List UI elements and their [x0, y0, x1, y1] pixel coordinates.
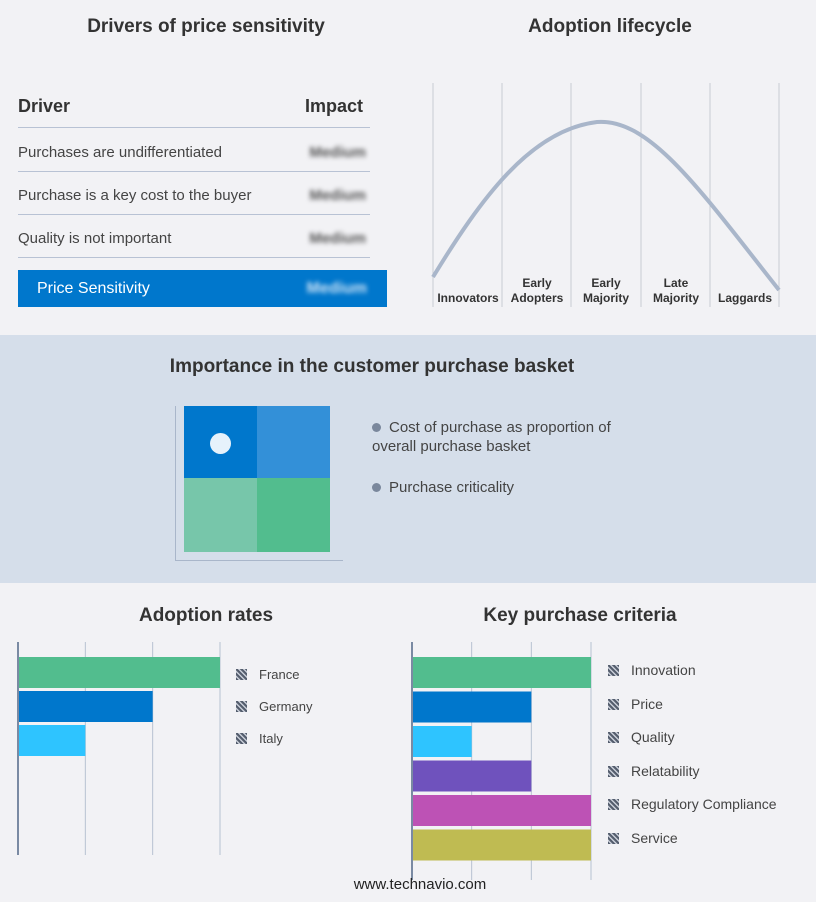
basket-title: Importance in the customer purchase bask…: [169, 356, 575, 377]
legend-swatch-icon: [608, 698, 619, 710]
legend-item: Price: [608, 696, 663, 712]
legend-swatch-icon: [608, 765, 619, 777]
lifecycle-stage: Late Majority: [652, 276, 699, 305]
legend-item: Service: [608, 830, 678, 846]
quadrant-top-right: [257, 406, 330, 478]
legend-swatch-icon: [608, 799, 619, 810]
impact-value: Medium: [309, 187, 366, 204]
legend-swatch-icon: [236, 733, 247, 744]
lifecycle-title: Adoption lifecycle: [528, 16, 692, 37]
bar-innovation: [412, 657, 591, 688]
legend-item: France: [236, 667, 299, 682]
quadrant-bottom-left: [184, 478, 257, 552]
position-marker: [210, 433, 231, 454]
summary-label: Price Sensitivity: [37, 280, 150, 297]
legend-swatch-icon: [236, 669, 247, 680]
driver-row: Purchase is a key cost to the buyer Mediu…: [18, 172, 370, 215]
bullet-icon: [372, 483, 381, 492]
legend-swatch-icon: [608, 665, 619, 676]
lifecycle-stage: Early Majority: [582, 276, 629, 305]
legend-swatch-icon: [608, 732, 619, 743]
lifecycle-chart: [431, 83, 781, 307]
driver-header: Driver: [18, 96, 71, 116]
basket-legend-cost: Cost of purchase as proportion of overal…: [372, 419, 611, 455]
legend-item: Innovation: [608, 662, 696, 678]
bar-charts: [17, 642, 592, 880]
kpc-title: Key purchase criteria: [483, 605, 677, 626]
driver-label: Quality is not important: [18, 230, 172, 247]
quadrant-bottom-right: [257, 478, 330, 552]
bullet-icon: [372, 423, 381, 432]
impact-header: Impact: [305, 96, 364, 116]
price-sensitivity-summary: Price Sensitivity Medium: [18, 270, 387, 307]
lifecycle-stage: Innovators: [437, 291, 499, 305]
basket-section: [0, 335, 816, 583]
adoption-rates-title: Adoption rates: [138, 605, 274, 626]
adoption-curve: [431, 119, 781, 292]
legend-item: Italy: [236, 731, 283, 746]
bar-germany: [18, 691, 153, 722]
summary-impact: Medium: [306, 280, 367, 297]
basket-legend-criticality: Purchase criticality: [372, 479, 514, 496]
bar-italy: [18, 725, 86, 756]
header-divider: [18, 127, 370, 128]
basket-axes: [175, 406, 343, 561]
legend-swatch-icon: [236, 701, 247, 712]
footer-url: www.technavio.com: [353, 876, 487, 893]
driver-row: Purchases are undifferentiated Medium: [18, 129, 370, 172]
bar-quality: [412, 726, 472, 757]
driver-label: Purchases are undifferentiated: [18, 144, 223, 161]
lifecycle-stage: Early Adopters: [510, 276, 564, 305]
lifecycle-stage: Laggards: [717, 291, 772, 305]
impact-value: Medium: [309, 230, 366, 247]
drivers-title: Drivers of price sensitivity: [87, 16, 325, 37]
legend-item: Relatability: [608, 763, 699, 779]
bar-relatability: [412, 760, 532, 792]
bar-service: [412, 829, 591, 861]
bar-regulatory-compliance: [412, 795, 591, 826]
driver-row: Quality is not important Medium: [18, 215, 370, 258]
driver-label: Purchase is a key cost to the buyer: [18, 187, 252, 204]
impact-value: Medium: [309, 144, 366, 161]
legend-item: Regulatory Compliance: [608, 796, 777, 812]
legend-item: Quality: [608, 729, 675, 745]
bar-france: [18, 657, 220, 688]
legend-item: Germany: [236, 699, 312, 714]
bar-price: [412, 691, 532, 723]
legend-swatch-icon: [608, 832, 619, 844]
